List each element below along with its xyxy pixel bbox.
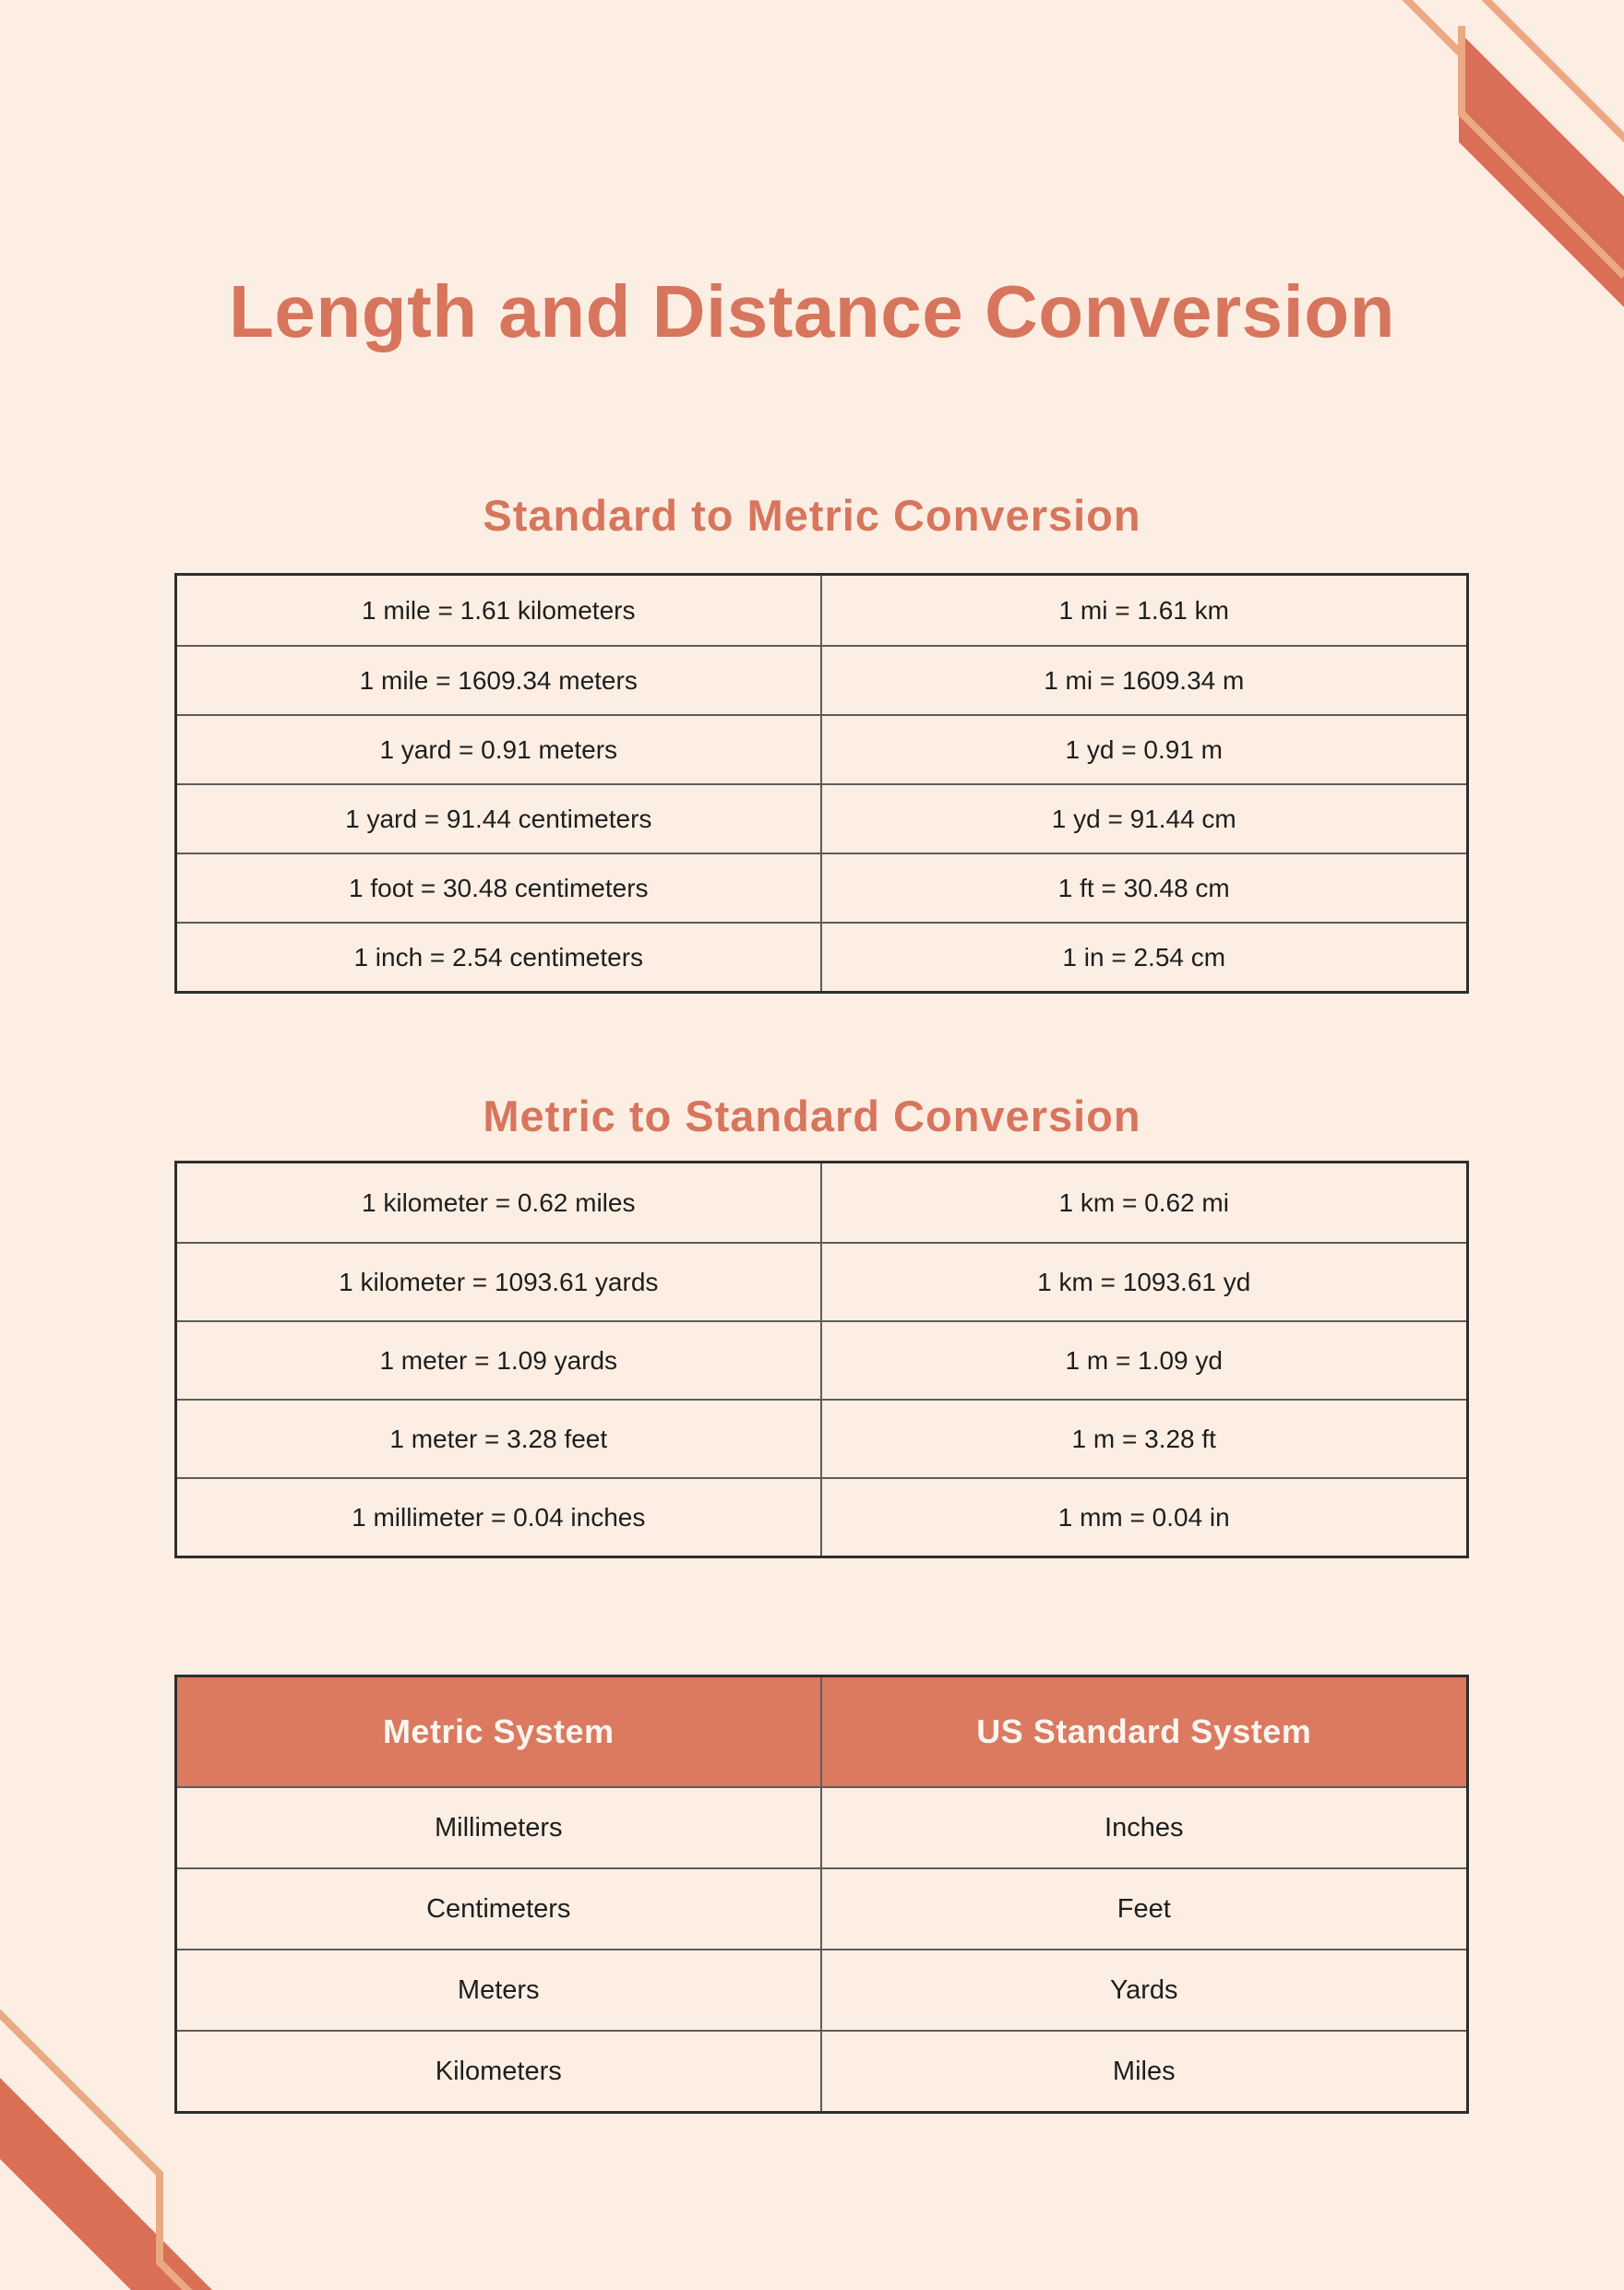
table-row: 1 yard = 0.91 meters 1 yd = 0.91 m (177, 714, 1466, 783)
conversion-cell: Kilometers (177, 2032, 822, 2111)
conversion-cell: 1 m = 1.09 yd (1065, 1345, 1223, 1375)
table-row: Meters Yards (177, 1949, 1466, 2030)
table-row: 1 millimeter = 0.04 inches 1 mm = 0.04 in (177, 1477, 1466, 1556)
ribbon-inner-stripe (1458, 26, 1624, 279)
conversion-cell: 1 mile = 1609.34 meters (177, 647, 822, 714)
table-body: Millimeters Inches Centimeters Feet Meters Ya… (177, 1786, 1466, 2111)
conversion-cell: 1 km = 0.62 mi (1058, 1187, 1229, 1217)
conversion-cell: 1 yard = 0.91 meters (177, 716, 822, 783)
table-row: 1 mile = 1.61 kilometers 1 mi = 1.61 km (177, 576, 1466, 645)
conversion-cell: 1 mm = 0.04 in (1057, 1502, 1230, 1532)
conversion-cell: 1 in = 2.54 cm (1062, 942, 1226, 972)
table-header-row: Metric System US Standard System (177, 1677, 1466, 1786)
diagonal-stripe-thin-right (1481, 0, 1624, 143)
conversion-cell: 1 kilometer = 0.62 miles (177, 1163, 822, 1242)
table-row: 1 mile = 1609.34 meters 1 mi = 1609.34 m (177, 645, 1466, 714)
conversion-cell: 1 mi = 1609.34 m (1044, 665, 1245, 695)
conversion-cell: 1 kilometer = 1093.61 yards (177, 1244, 822, 1320)
conversion-cell: 1 km = 1093.61 yd (1037, 1267, 1251, 1296)
conversion-cell: 1 m = 3.28 ft (1071, 1424, 1216, 1453)
table-row: Kilometers Miles (177, 2030, 1466, 2111)
column-header-us-standard-system: US Standard System (976, 1712, 1312, 1750)
diagonal-ribbon-band (1459, 31, 1624, 307)
conversion-cell: 1 mi = 1.61 km (1058, 595, 1229, 625)
section-heading-metric-to-standard: Metric to Standard Conversion (483, 1091, 1141, 1140)
conversion-cell: Miles (1112, 2056, 1176, 2086)
conversion-cell: Centimeters (177, 1869, 822, 1949)
conversion-cell: Inches (1105, 1812, 1184, 1843)
table-row: 1 yard = 91.44 centimeters 1 yd = 91.44 c… (177, 783, 1466, 853)
conversion-cell: Millimeters (177, 1788, 822, 1867)
conversion-cell: 1 mile = 1.61 kilometers (177, 576, 822, 645)
system-comparison-table: Metric System US Standard System Millime… (174, 1675, 1469, 2114)
conversion-cell: Yards (1109, 1974, 1178, 2005)
table-row: 1 meter = 1.09 yards 1 m = 1.09 yd (177, 1320, 1466, 1399)
conversion-cell: 1 millimeter = 0.04 inches (177, 1479, 822, 1556)
conversion-cell: 1 meter = 1.09 yards (177, 1322, 822, 1399)
table-row: 1 meter = 3.28 feet 1 m = 3.28 ft (177, 1399, 1466, 1477)
table-row: 1 kilometer = 0.62 miles 1 km = 0.62 mi (177, 1163, 1466, 1242)
table-row: 1 inch = 2.54 centimeters 1 in = 2.54 cm (177, 922, 1466, 991)
conversion-cell: 1 yard = 91.44 centimeters (177, 785, 822, 853)
conversion-cell: 1 meter = 3.28 feet (177, 1401, 822, 1477)
metric-to-standard-table: 1 kilometer = 0.62 miles 1 km = 0.62 mi 1 … (174, 1161, 1469, 1558)
page-title: Length and Distance Conversion (228, 269, 1396, 352)
standard-to-metric-table: 1 mile = 1.61 kilometers 1 mi = 1.61 km 1 … (174, 573, 1469, 994)
table-row: 1 foot = 30.48 centimeters 1 ft = 30.48 c… (177, 853, 1466, 922)
section-heading-standard-to-metric: Standard to Metric Conversion (483, 491, 1141, 540)
conversion-cell: 1 ft = 30.48 cm (1057, 873, 1230, 902)
table-row: Centimeters Feet (177, 1867, 1466, 1949)
conversion-cell: Meters (177, 1950, 822, 2030)
conversion-cell: 1 yd = 91.44 cm (1051, 804, 1236, 833)
column-header-metric-system: Metric System (177, 1677, 822, 1786)
conversion-cell: 1 foot = 30.48 centimeters (177, 854, 822, 922)
table-row: Millimeters Inches (177, 1786, 1466, 1867)
conversion-cell: 1 yd = 0.91 m (1065, 734, 1223, 764)
conversion-cell: 1 inch = 2.54 centimeters (177, 924, 822, 991)
conversion-cell: Feet (1116, 1893, 1171, 1924)
table-row: 1 kilometer = 1093.61 yards 1 km = 1093.6… (177, 1242, 1466, 1320)
